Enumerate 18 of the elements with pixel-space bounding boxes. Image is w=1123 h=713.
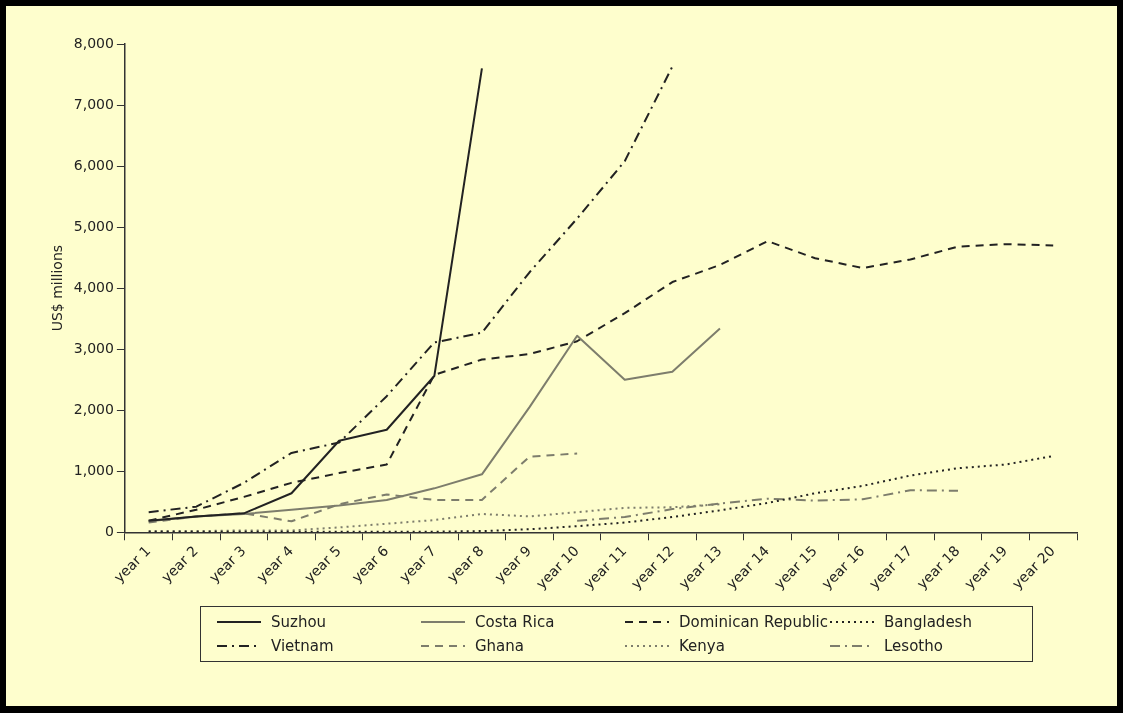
y-tick-label: 1,000 [73,461,114,478]
y-tick-label: 7,000 [73,95,114,112]
legend-label: Suzhou [271,613,327,631]
y-tick-label: 6,000 [73,156,114,173]
y-tick-label: 2,000 [73,400,114,417]
y-tick-label: 3,000 [73,339,114,356]
legend-label: Ghana [474,637,525,655]
y-tick-label: 8,000 [73,34,114,51]
y-tick-label: 5,000 [73,217,114,234]
legend-label: Dominican Republic [678,613,828,631]
legend-label: Lesotho [884,637,943,655]
legend-label: Costa Rica [474,613,555,631]
legend-label: Kenya [678,637,725,655]
legend-label: Vietnam [271,637,334,655]
legend-label: Bangladesh [884,613,972,631]
y-tick-label: 4,000 [73,278,114,295]
y-axis-title: US$ millions [49,244,66,332]
y-tick-label: 0 [104,522,114,539]
